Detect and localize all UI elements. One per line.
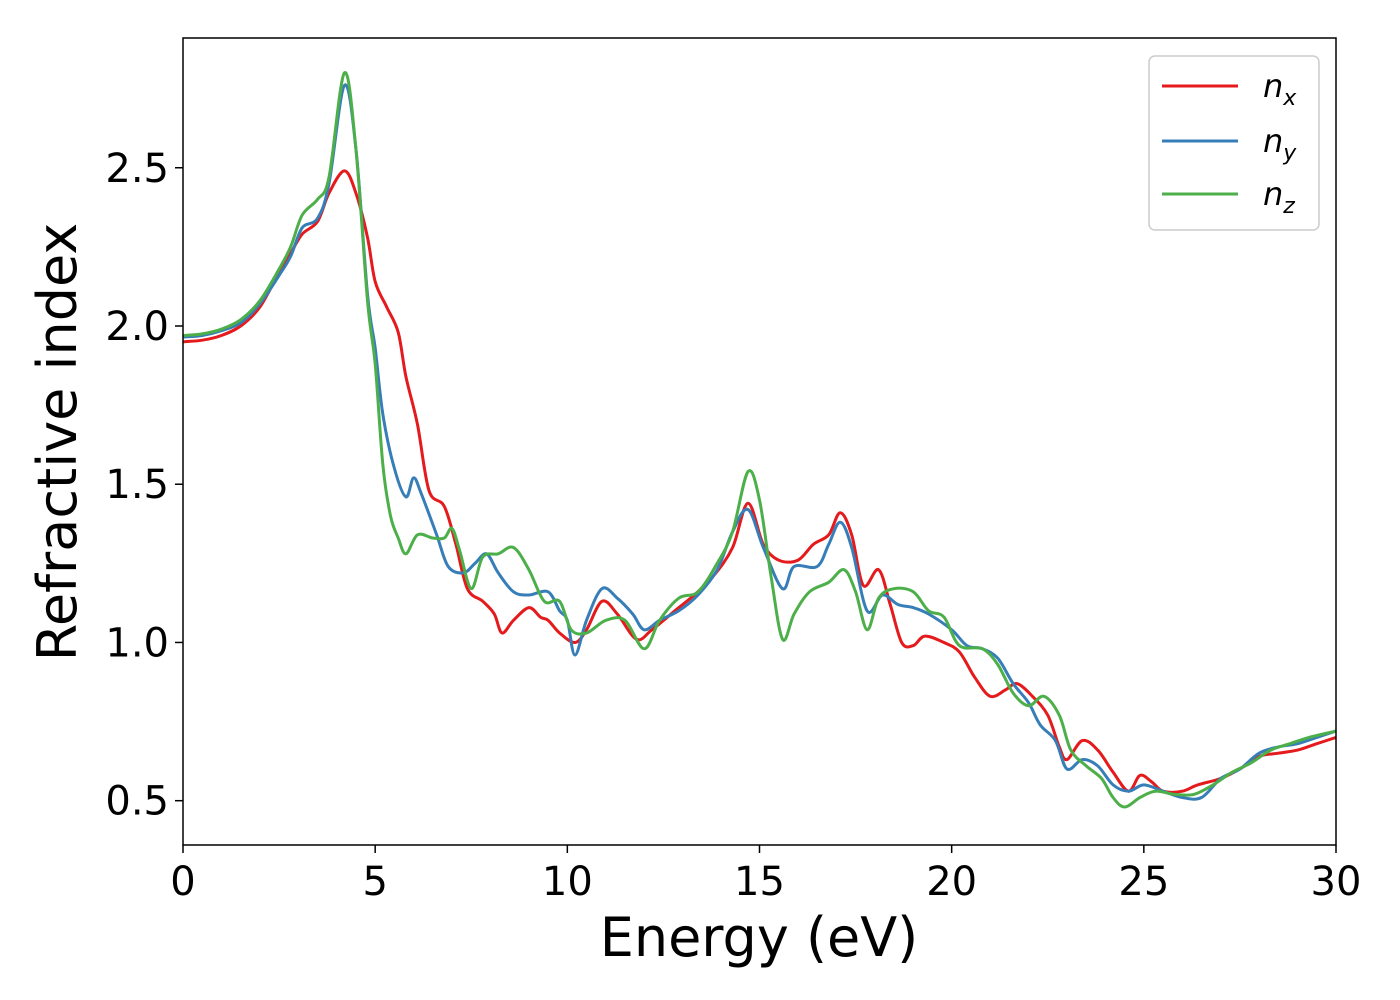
axes: 0 5 10 15 20 25 30 0.5 1.0 1.5 2.0 2.5	[105, 37, 1362, 905]
y-tick-label: 2.5	[105, 146, 169, 192]
y-tick-label: 1.5	[105, 462, 169, 508]
plot-area	[183, 71, 1336, 809]
legend-item-nx: nx	[1162, 67, 1297, 111]
x-tick-label: 30	[1311, 859, 1362, 905]
series-line-nz	[183, 71, 1336, 809]
x-axis-title: Energy (eV)	[600, 906, 919, 969]
x-tick-label: 25	[1118, 859, 1169, 905]
series-line-nx	[183, 169, 1336, 794]
legend-label-nz: nz	[1263, 175, 1295, 219]
y-tick-label: 0.5	[105, 779, 169, 825]
legend-item-nz: nz	[1162, 175, 1295, 219]
legend-label-ny: ny	[1263, 122, 1297, 166]
legend-label-nx: nx	[1263, 67, 1297, 111]
y-tick-label: 1.0	[105, 620, 169, 666]
legend-item-ny: ny	[1162, 122, 1297, 166]
x-tick-label: 20	[926, 859, 977, 905]
y-axis-title: Refractive index	[26, 223, 89, 662]
x-tick-label: 10	[542, 859, 593, 905]
legend: nx ny nz	[1148, 55, 1320, 231]
y-tick-label: 2.0	[105, 304, 169, 350]
x-tick-label: 0	[170, 859, 195, 905]
x-tick-label: 15	[734, 859, 785, 905]
legend-frame	[1148, 55, 1320, 231]
x-tick-label: 5	[362, 859, 387, 905]
